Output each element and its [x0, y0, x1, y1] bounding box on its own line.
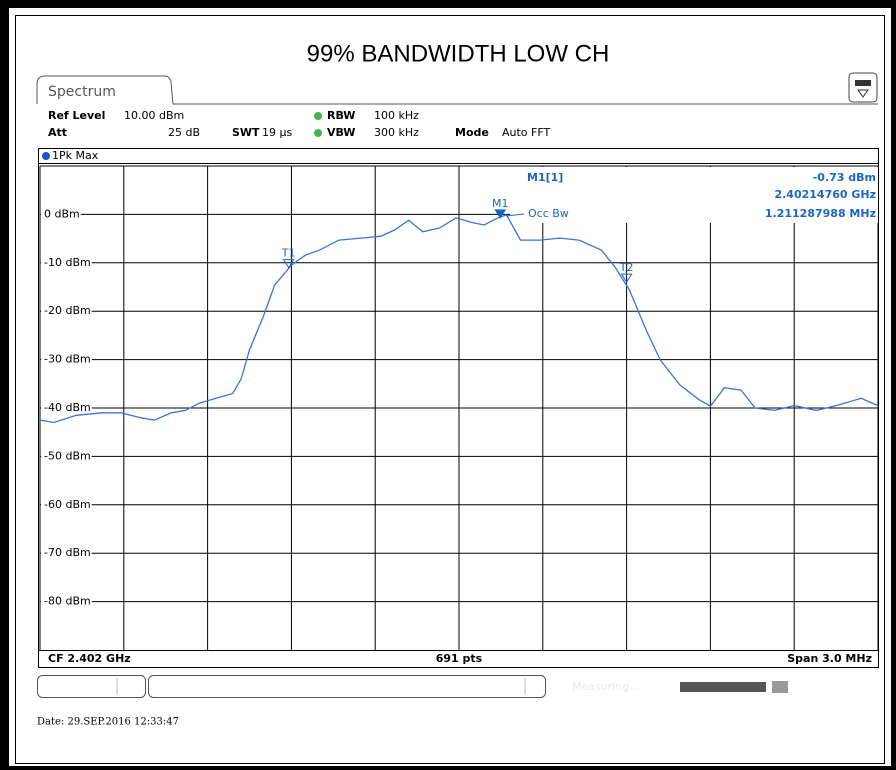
date: Date: 29.SEP.2016 12:33:47: [37, 717, 179, 728]
marker-leader: [506, 213, 525, 217]
frame-right: [891, 0, 896, 770]
readout-background: [510, 167, 878, 223]
frame-left: [0, 0, 9, 770]
points: 691 pts: [436, 652, 483, 665]
status-led: [314, 129, 322, 137]
label-background: [41, 497, 92, 512]
inner-frame: [15, 15, 885, 764]
setting-label: RBW: [327, 109, 355, 122]
y-tick-label: -70 dBm: [44, 546, 91, 559]
progress-bar: [680, 682, 766, 692]
status-icon: [772, 681, 788, 693]
readout-name: M1[1]: [527, 171, 563, 184]
y-tick-label: -80 dBm: [44, 595, 91, 608]
setting-value: 300 kHz: [374, 126, 419, 139]
label-background: [41, 449, 92, 464]
y-tick-label: 0 dBm: [44, 207, 80, 220]
status-box[interactable]: [37, 675, 146, 698]
trace-dot: [42, 152, 50, 160]
readout-function: Occ Bw: [528, 207, 569, 220]
label-background: [41, 401, 92, 415]
setting-value: 10.00 dBm: [124, 109, 184, 122]
trace-label: 1Pk Max: [52, 149, 99, 162]
setting-label: Att: [48, 126, 67, 139]
label-background: [41, 352, 92, 367]
status-led: [314, 112, 322, 120]
frame-bottom: [0, 766, 896, 770]
menu-icon-arrow: [857, 89, 869, 98]
label-background: [41, 255, 92, 270]
marker-label: T2: [619, 261, 634, 274]
readout-freq: 2.40214760 GHz: [774, 188, 876, 201]
setting-label: Ref Level: [48, 109, 105, 122]
setting-value: 19 µs: [262, 126, 292, 139]
status-box[interactable]: [148, 675, 546, 698]
label-background: [41, 546, 92, 561]
center-freq: CF 2.402 GHz: [48, 652, 131, 665]
setting-value: Auto FFT: [502, 126, 550, 139]
setting-value: 100 kHz: [374, 109, 419, 122]
readout-result: 1.211287988 MHz: [765, 207, 876, 220]
readout-level: -0.73 dBm: [813, 171, 876, 184]
tab-label[interactable]: Spectrum: [48, 84, 116, 100]
setting-label: Mode: [455, 126, 489, 139]
span: Span 3.0 MHz: [787, 652, 872, 665]
chart-title: 99% BANDWIDTH LOW CH: [307, 40, 610, 67]
marker: [620, 273, 633, 284]
label-background: [41, 207, 81, 222]
marker-label: T1: [281, 247, 296, 260]
status-text: Measuring...: [572, 680, 640, 693]
setting-label: SWT: [232, 126, 260, 139]
menu-icon-bar: [855, 80, 871, 86]
trace: [39, 214, 879, 424]
marker: [282, 259, 295, 269]
y-tick-label: -50 dBm: [44, 449, 91, 462]
frame-top: [0, 0, 896, 8]
setting-label: VBW: [327, 126, 355, 139]
y-tick-label: -10 dBm: [44, 256, 91, 269]
label-background: [41, 304, 92, 319]
setting-value: 25 dB: [168, 126, 200, 139]
y-tick-label: -40 dBm: [44, 401, 91, 414]
marker-label: M1: [492, 197, 509, 210]
label-background: [41, 594, 92, 609]
y-tick-label: -30 dBm: [44, 353, 91, 366]
marker: [494, 209, 507, 219]
tab-outline: [36, 75, 878, 105]
y-tick-label: -60 dBm: [44, 498, 91, 511]
y-tick-label: -20 dBm: [44, 304, 91, 317]
